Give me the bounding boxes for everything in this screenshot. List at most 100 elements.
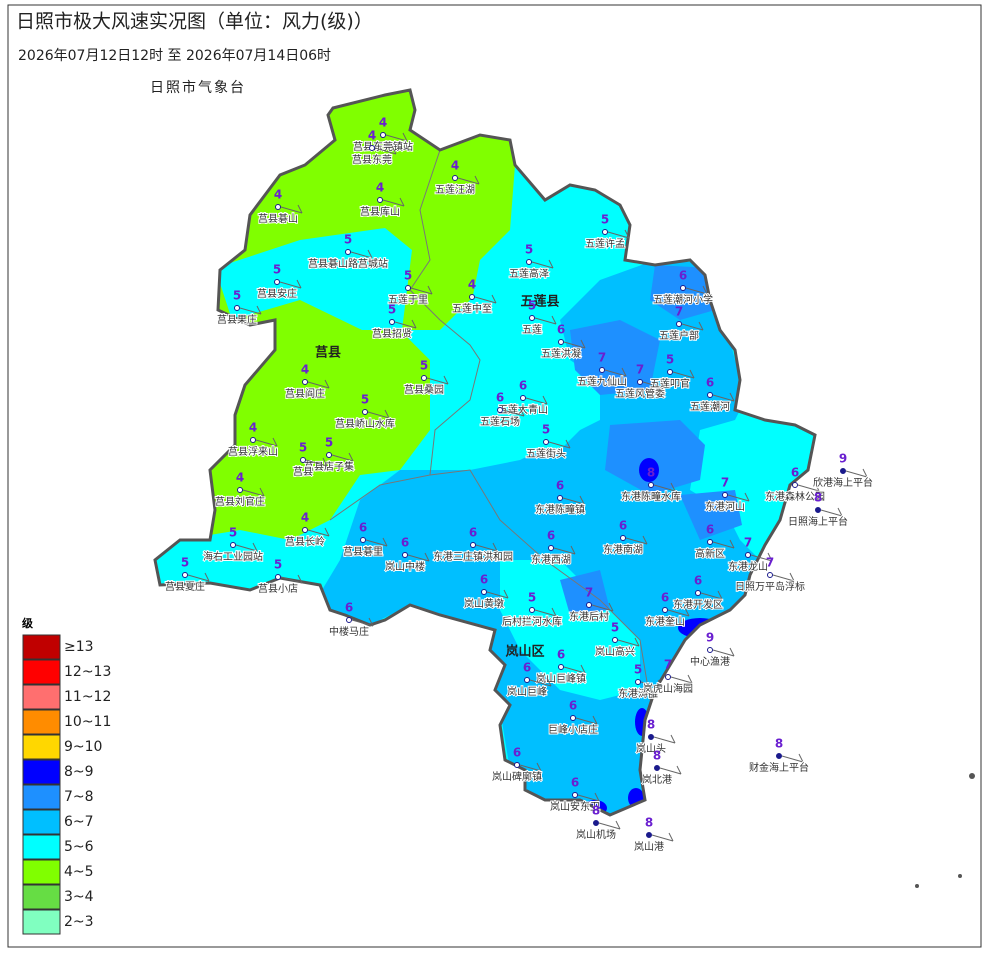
wind-level: 8 (647, 466, 655, 480)
legend-label: 2~3 (64, 914, 94, 930)
wind-barb (657, 679, 663, 689)
wind-barb (531, 261, 554, 269)
wind-barb (563, 666, 586, 674)
station-name: 东港河山 (705, 500, 745, 513)
wind-barb (789, 572, 795, 582)
station-name: 岚山安东卫 (550, 800, 600, 813)
legend-label: 4~5 (64, 864, 94, 880)
wind-level: 5 (325, 436, 333, 450)
wind-barb (536, 762, 542, 772)
wind-level: 5 (666, 353, 674, 367)
station-dot (237, 487, 243, 493)
wind-barb (608, 602, 614, 612)
wind-barb (625, 537, 648, 545)
station-dot (558, 664, 564, 670)
wind-barb (615, 820, 621, 830)
wind-barb (659, 767, 682, 775)
station-name: 莒县夏庄 (165, 580, 205, 593)
region-5-6 (720, 420, 815, 560)
wind-barb (702, 285, 708, 295)
station-dot (402, 552, 408, 558)
wind-barb (486, 591, 509, 599)
station-name: 莒县碁里 (343, 545, 383, 558)
wind-barb (385, 134, 408, 142)
legend-label: 7~8 (64, 789, 94, 805)
station-dot (275, 204, 281, 210)
wind-barb (239, 307, 262, 315)
station-name: 五莲许孟 (585, 238, 625, 250)
wind-level: 4 (376, 181, 384, 195)
station-name: 财金海上平台 (749, 761, 809, 774)
wind-level: 6 (557, 648, 565, 662)
wind-barb (670, 734, 676, 744)
wind-level: 6 (679, 269, 687, 283)
wind-level: 6 (706, 376, 714, 390)
wind-barb (729, 392, 735, 402)
legend-swatch (22, 809, 61, 835)
wind-barb (402, 132, 408, 142)
station-name: 东港龙山 (728, 560, 768, 573)
legend-swatch (22, 659, 61, 685)
wind-level: 4 (236, 471, 244, 485)
wind-barb (296, 279, 302, 289)
wind-level: 5 (233, 289, 241, 303)
station-name: 东港西湖 (531, 553, 571, 566)
district-label: 莒县 (315, 345, 341, 361)
wind-level: 6 (519, 379, 527, 393)
wind-barb (617, 639, 640, 647)
station-dot (654, 765, 660, 771)
wind-barb (307, 529, 330, 537)
wind-barb (519, 407, 525, 417)
station-dot (557, 495, 563, 501)
wind-barb (580, 664, 586, 674)
station-dot (274, 279, 280, 285)
station-name: 岚山港 (634, 841, 664, 853)
station-name: 五莲潮河 (690, 400, 730, 413)
region-5-6 (400, 200, 640, 360)
wind-barb (594, 792, 600, 802)
station-dot (776, 753, 782, 759)
legend-swatch (22, 834, 61, 860)
wind-barb (563, 341, 586, 349)
wind-level: 6 (513, 746, 521, 760)
wind-level: 4 (249, 421, 257, 435)
wind-barb (426, 377, 449, 385)
wind-barb (351, 619, 374, 627)
station-dot (572, 792, 578, 798)
wind-barb (604, 369, 627, 377)
station-dot (470, 542, 476, 548)
station-name: 莒县桑园 (404, 384, 444, 396)
wind-barb (546, 677, 552, 687)
wind-barb (252, 542, 258, 552)
wind-barb (712, 541, 735, 549)
wind-barb (529, 679, 552, 687)
wind-barb (772, 574, 795, 582)
region-5-6 (520, 380, 590, 450)
station-name: 莒县碁山路莒城站 (308, 257, 388, 270)
region-8-9 (639, 458, 659, 482)
wind-barb (259, 487, 265, 497)
station-dot (667, 369, 673, 375)
wind-level: 6 (791, 466, 799, 480)
legend-label: 5~6 (64, 839, 94, 855)
wind-barb (503, 589, 509, 599)
wind-level: 5 (273, 263, 281, 277)
wind-level: 6 (706, 523, 714, 537)
station-name: 东港南湖 (603, 543, 643, 556)
legend-swatch (22, 884, 61, 910)
station-dot (676, 321, 682, 327)
wind-barb (324, 379, 330, 389)
wind-level: 4 (274, 188, 282, 202)
station-dot (514, 762, 520, 768)
wind-barb (255, 439, 278, 447)
county-border (329, 149, 481, 521)
wind-level: 6 (571, 776, 579, 790)
wind-barb (424, 552, 430, 562)
legend-swatch (22, 759, 61, 785)
station-name: 五莲洪凝 (541, 348, 581, 360)
station-dot (230, 542, 236, 548)
wind-barb (331, 454, 354, 462)
wind-barb (685, 287, 708, 295)
wind-barb (297, 574, 303, 584)
station-dot (558, 339, 564, 345)
